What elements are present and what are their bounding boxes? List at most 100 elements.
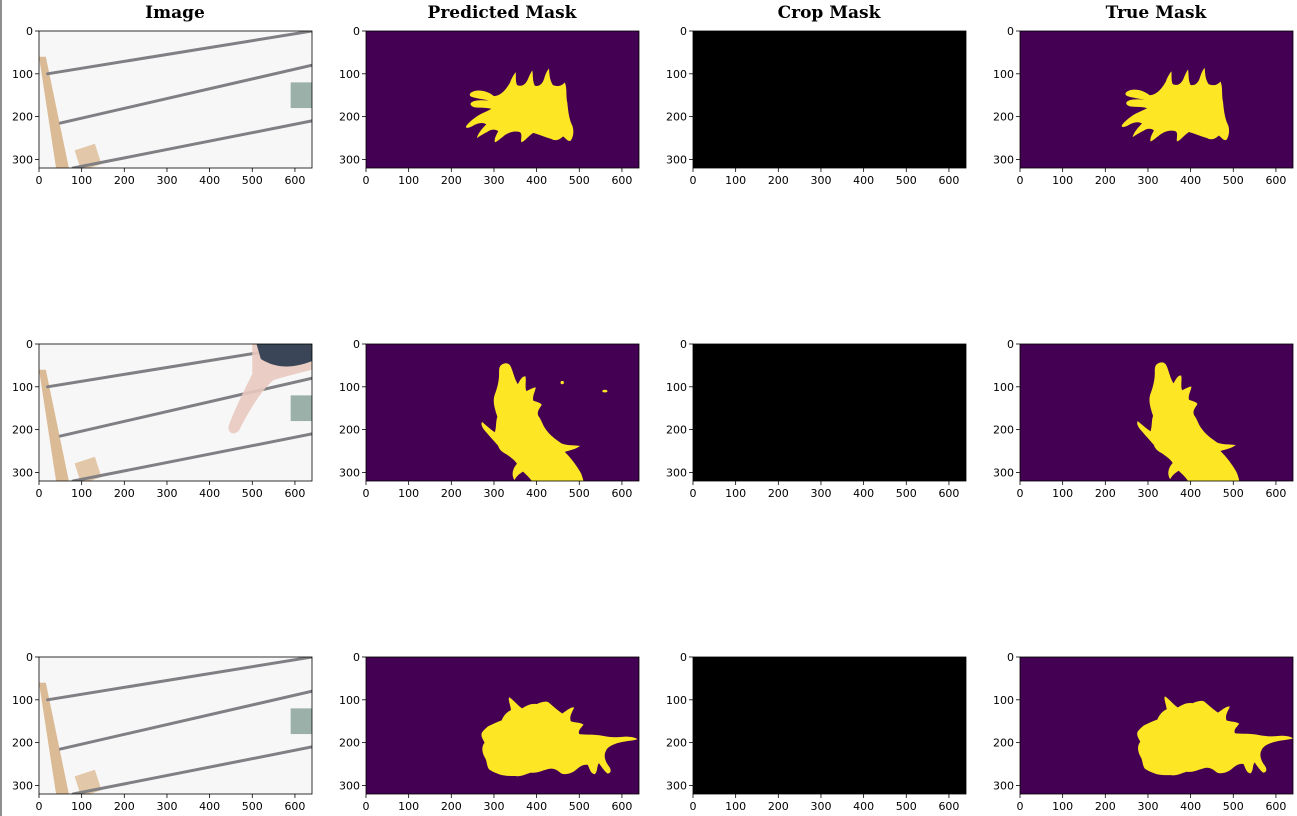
- metal-rail: [71, 432, 313, 481]
- x-tick-label: 100: [725, 487, 746, 500]
- x-tick-label: 0: [690, 800, 697, 813]
- axes-frame: [365, 30, 640, 169]
- x-tick-label: 200: [768, 174, 789, 187]
- wall-bracket: [290, 82, 312, 109]
- image-panel-row-3: 0 100 200 300 400 500 600 0 100 200 300: [12, 651, 313, 813]
- x-tick-label: 400: [526, 487, 547, 500]
- column-title-crop-mask: Crop Mask: [778, 3, 882, 23]
- y-tick-label: 0: [680, 338, 687, 351]
- x-tick-label: 300: [810, 487, 831, 500]
- x-tick-label: 400: [1180, 487, 1201, 500]
- column-title-true-mask: True Mask: [1106, 3, 1208, 23]
- mask-speck: [602, 389, 608, 393]
- crop-background: [693, 31, 966, 168]
- wooden-post: [39, 682, 69, 794]
- x-tick-label: 600: [1265, 800, 1286, 813]
- x-tick-label: 600: [284, 174, 305, 187]
- y-tick-label: 0: [1007, 651, 1014, 664]
- x-tick-label: 200: [441, 487, 462, 500]
- y-tick-label: 200: [339, 424, 360, 437]
- x-tick-label: 600: [1265, 174, 1286, 187]
- x-tick-label: 200: [1095, 174, 1116, 187]
- metal-rail: [71, 745, 313, 794]
- y-tick-label: 300: [993, 153, 1014, 166]
- x-tick-label: 600: [611, 174, 632, 187]
- y-tick-label: 200: [12, 424, 33, 437]
- column-title-predicted-mask: Predicted Mask: [428, 3, 578, 23]
- y-tick-label: 0: [26, 338, 33, 351]
- y-tick-label: 100: [339, 694, 360, 707]
- x-tick-label: 400: [853, 800, 874, 813]
- column-titles: Image Predicted Mask Crop Mask True Mask: [145, 3, 1207, 23]
- x-tick-label: 500: [569, 487, 590, 500]
- x-tick-label: 300: [156, 487, 177, 500]
- metal-rail: [71, 119, 313, 168]
- x-tick-label: 0: [36, 487, 43, 500]
- column-title-image: Image: [145, 3, 205, 23]
- image-panel-row-2: 0 100 200 300 400 500 600 0 100 200 300: [12, 338, 313, 500]
- wall-bracket: [290, 708, 312, 735]
- x-tick-label: 400: [526, 800, 547, 813]
- x-tick-label: 100: [398, 800, 419, 813]
- y-tick-label: 300: [993, 466, 1014, 479]
- x-tick-label: 100: [398, 174, 419, 187]
- wooden-post: [39, 369, 69, 481]
- y-tick-label: 300: [666, 466, 687, 479]
- image-panel-row-1: 0 100 200 300 400 500 600 0 100 200 300: [12, 25, 313, 187]
- x-tick-label: 0: [690, 487, 697, 500]
- y-tick-label: 200: [666, 424, 687, 437]
- x-tick-label: 300: [156, 800, 177, 813]
- y-tick-label: 0: [26, 651, 33, 664]
- x-tick-label: 500: [569, 174, 590, 187]
- axes-frame: [1019, 30, 1294, 169]
- metal-rail: [58, 689, 313, 751]
- x-tick-label: 200: [114, 487, 135, 500]
- x-tick-label: 400: [1180, 800, 1201, 813]
- x-tick-label: 400: [199, 174, 220, 187]
- x-tick-label: 0: [1017, 487, 1024, 500]
- predicted-mask-panel-row-2: 0 100 200 300 400 500 600 0 100 200 300: [339, 338, 640, 500]
- y-tick-label: 300: [12, 153, 33, 166]
- y-tick-label: 300: [339, 466, 360, 479]
- true-mask-panel-row-3: 0 100 200 300 400 500 600 0 100 200 300: [993, 651, 1294, 813]
- y-tick-label: 0: [353, 338, 360, 351]
- x-tick-label: 500: [896, 487, 917, 500]
- x-tick-label: 200: [768, 487, 789, 500]
- y-tick-label: 0: [680, 25, 687, 38]
- axes-frame: [692, 343, 967, 482]
- axes-frame: [38, 656, 313, 795]
- y-tick-label: 100: [12, 381, 33, 394]
- x-tick-label: 0: [363, 487, 370, 500]
- y-tick-label: 300: [339, 153, 360, 166]
- y-tick-label: 0: [680, 651, 687, 664]
- x-tick-label: 500: [1223, 800, 1244, 813]
- x-tick-label: 200: [441, 174, 462, 187]
- y-tick-label: 100: [666, 694, 687, 707]
- true-mask-panel-row-1: 0 100 200 300 400 500 600 0 100 200 300: [993, 25, 1294, 187]
- y-tick-label: 200: [666, 737, 687, 750]
- y-tick-label: 200: [666, 111, 687, 124]
- x-tick-label: 600: [284, 800, 305, 813]
- crop-mask-panel-row-3: 0 100 200 300 400 500 600 0 100 200 300: [666, 651, 967, 813]
- y-tick-label: 0: [353, 651, 360, 664]
- y-tick-label: 300: [339, 779, 360, 792]
- x-tick-label: 100: [398, 487, 419, 500]
- y-tick-label: 100: [993, 381, 1014, 394]
- x-tick-label: 300: [483, 800, 504, 813]
- x-tick-label: 500: [242, 800, 263, 813]
- axes-frame: [365, 656, 640, 795]
- axes-frame: [38, 343, 313, 482]
- x-tick-label: 400: [526, 174, 547, 187]
- crop-background: [693, 657, 966, 794]
- axes-frame: [692, 30, 967, 169]
- x-tick-label: 600: [938, 174, 959, 187]
- y-tick-label: 200: [339, 737, 360, 750]
- x-tick-label: 200: [114, 174, 135, 187]
- x-tick-label: 300: [1137, 487, 1158, 500]
- wooden-post: [39, 56, 69, 168]
- x-tick-label: 600: [611, 487, 632, 500]
- x-tick-label: 300: [483, 174, 504, 187]
- y-tick-label: 100: [666, 381, 687, 394]
- x-tick-label: 500: [896, 800, 917, 813]
